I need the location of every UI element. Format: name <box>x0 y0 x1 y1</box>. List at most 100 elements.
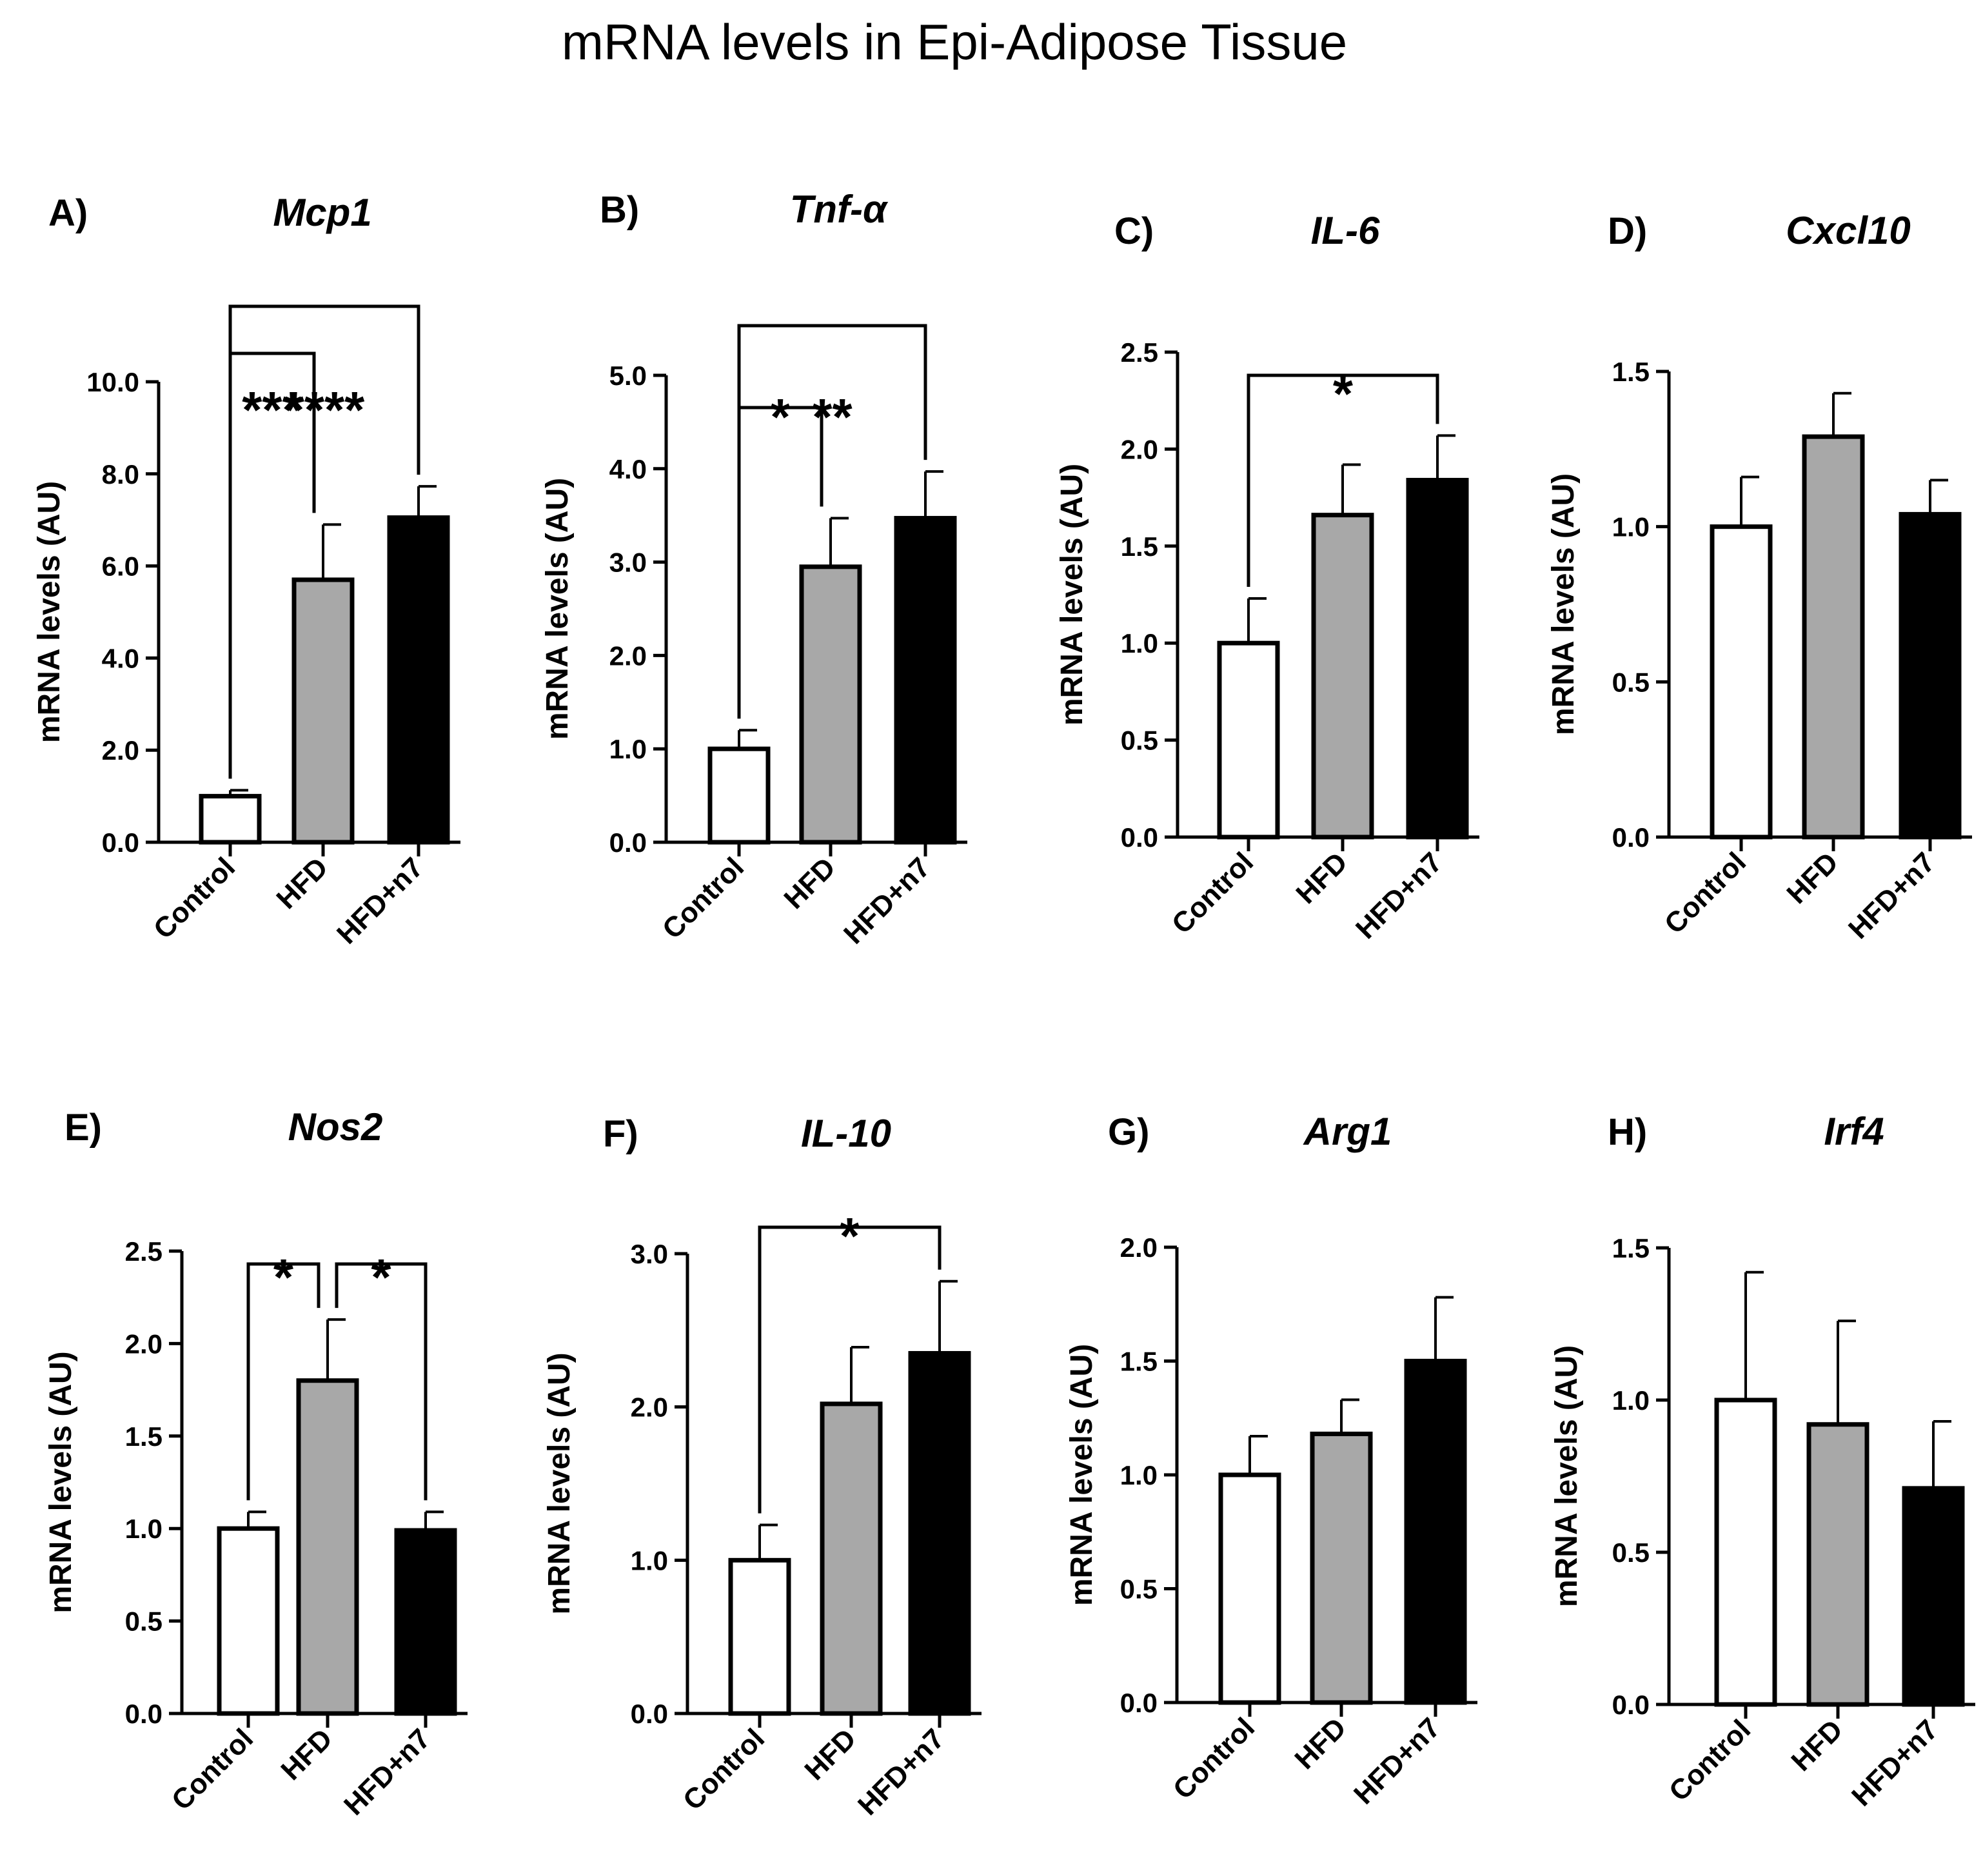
y-tick-label: 1.5 <box>1121 531 1158 562</box>
significance-label: * <box>273 1249 294 1306</box>
significance-bracket <box>246 1262 321 1501</box>
x-tick-label-control: Control <box>656 851 750 945</box>
bar-control <box>1217 640 1280 840</box>
y-tick-label: 1.0 <box>1612 512 1650 542</box>
bar-hfd <box>820 1401 883 1716</box>
bar-hfd <box>1311 513 1374 840</box>
x-tick-label-hfd-n7: HFD+n7 <box>852 1723 951 1821</box>
y-tick-label: 1.0 <box>1612 1385 1650 1416</box>
y-tick-label: 1.5 <box>1612 1233 1650 1263</box>
bar-hfd-n7 <box>1404 1359 1467 1705</box>
bar-hfd <box>291 577 355 845</box>
panel-nos2: E) Nos2 mRNA levels (AU) 0.0 0.5 1.0 1.5 2.0 2.5… <box>44 1105 468 1822</box>
y-tick-label: 2.5 <box>125 1236 163 1267</box>
panel-letter: D) <box>1608 210 1647 252</box>
y-axis-label: mRNA levels (AU) <box>1055 464 1089 726</box>
significance-bracket <box>335 1262 428 1501</box>
y-tick-label: 1.0 <box>1121 628 1158 658</box>
significance-bracket <box>737 324 927 719</box>
x-tick-label-hfd-n7: HFD+n7 <box>1348 1712 1446 1810</box>
x-tick-label-hfd-n7: HFD+n7 <box>338 1723 437 1821</box>
panel-letter: C) <box>1114 210 1154 252</box>
panel-title: Nos2 <box>288 1105 383 1149</box>
x-tick-label-hfd: HFD <box>778 851 842 915</box>
bar-hfd <box>1806 1422 1870 1707</box>
y-axis-label: mRNA levels (AU) <box>32 481 66 743</box>
panel-letter: H) <box>1608 1111 1647 1153</box>
significance-label: **** <box>284 381 365 439</box>
bar-control <box>1714 1397 1777 1707</box>
y-tick-label: 0.0 <box>1612 822 1650 853</box>
significance-bracket <box>758 1225 942 1514</box>
x-tick-label-control: Control <box>148 851 241 945</box>
panel-letter: B) <box>600 189 639 231</box>
panel-il-10: F) IL-10 mRNA levels (AU) 0.0 1.0 2.0 3.0 Contr… <box>542 1112 982 1822</box>
panel-title: Mcp1 <box>273 191 371 234</box>
panel-il-6: C) IL-6 mRNA levels (AU) 0.0 0.5 1.0 1.5 2.0 2.5… <box>1055 209 1479 945</box>
panels-container: A) Mcp1 mRNA levels (AU) 0.0 2.0 4.0 6.0 8.0 10.… <box>32 188 1975 1822</box>
panel-title: IL-6 <box>1311 209 1380 252</box>
y-tick-label: 0.5 <box>1121 726 1158 756</box>
y-tick-label: 2.5 <box>1121 337 1158 368</box>
x-tick-label-control: Control <box>1167 1712 1261 1805</box>
significance-label: *** <box>242 381 302 439</box>
bar-hfd-n7 <box>1406 478 1469 840</box>
x-tick-label-control: Control <box>166 1723 259 1816</box>
panel-tnf: B) Tnf-α mRNA levels (AU) 0.0 1.0 2.0 3.0 4.0 5.… <box>540 188 967 951</box>
significance-bracket <box>228 304 420 779</box>
x-tick-label-control: Control <box>1659 846 1752 940</box>
x-tick-label-hfd: HFD <box>1288 1712 1352 1775</box>
bar-hfd-n7 <box>894 516 957 845</box>
bar-control <box>728 1557 791 1716</box>
y-tick-label: 2.0 <box>631 1392 668 1423</box>
x-tick-label-hfd: HFD <box>1781 846 1844 910</box>
y-tick-label: 4.0 <box>609 454 647 484</box>
panel-letter: A) <box>48 192 88 234</box>
panel-title: Cxcl10 <box>1786 209 1910 252</box>
bar-hfd <box>1802 434 1865 840</box>
significance-bracket <box>1247 373 1439 587</box>
y-tick-label: 0.0 <box>631 1699 668 1729</box>
x-tick-label-control: Control <box>1663 1713 1757 1807</box>
y-tick-label: 2.0 <box>102 735 139 765</box>
y-tick-label: 3.0 <box>609 548 647 578</box>
panel-irf4: H) Irf4 mRNA levels (AU) 0.0 0.5 1.0 1.5 Contro… <box>1550 1110 1975 1813</box>
y-tick-label: 0.0 <box>609 827 647 858</box>
y-tick-label: 10.0 <box>86 367 139 397</box>
y-tick-label: 2.0 <box>1121 434 1158 464</box>
x-tick-label-hfd: HFD <box>275 1723 339 1786</box>
y-tick-label: 1.5 <box>1120 1347 1158 1377</box>
panel-letter: F) <box>603 1113 638 1155</box>
significance-label: * <box>1333 365 1354 422</box>
bar-hfd-n7 <box>1902 1486 1965 1707</box>
y-tick-label: 0.5 <box>1612 667 1650 697</box>
y-tick-label: 0.0 <box>125 1699 163 1729</box>
panel-letter: E) <box>64 1107 102 1149</box>
y-axis-label: mRNA levels (AU) <box>1550 1345 1584 1607</box>
bar-control <box>1710 524 1773 840</box>
y-tick-label: 1.0 <box>1120 1460 1158 1490</box>
x-tick-label-control: Control <box>1166 846 1259 940</box>
y-axis-label: mRNA levels (AU) <box>1065 1344 1099 1606</box>
y-tick-label: 1.5 <box>1612 357 1650 387</box>
panel-letter: G) <box>1108 1111 1149 1153</box>
bar-control <box>1218 1472 1281 1705</box>
y-tick-label: 0.5 <box>1120 1574 1158 1604</box>
bar-hfd-n7 <box>1899 511 1962 840</box>
x-tick-label-hfd-n7: HFD+n7 <box>1350 846 1448 945</box>
x-tick-label-hfd-n7: HFD+n7 <box>1842 846 1941 945</box>
x-tick-label-hfd-n7: HFD+n7 <box>1846 1713 1944 1812</box>
y-tick-label: 4.0 <box>102 643 139 673</box>
bar-hfd-n7 <box>394 1528 457 1716</box>
y-tick-label: 2.0 <box>1120 1232 1158 1263</box>
x-tick-label-hfd-n7: HFD+n7 <box>838 851 936 950</box>
y-axis-label: mRNA levels (AU) <box>44 1351 78 1613</box>
y-tick-label: 1.0 <box>609 734 647 764</box>
y-tick-label: 6.0 <box>102 551 139 582</box>
bar-control <box>707 746 771 845</box>
x-tick-label-hfd: HFD <box>798 1723 862 1786</box>
y-axis-label: mRNA levels (AU) <box>540 478 575 740</box>
x-tick-label-hfd: HFD <box>270 851 334 915</box>
y-tick-label: 2.0 <box>609 640 647 671</box>
